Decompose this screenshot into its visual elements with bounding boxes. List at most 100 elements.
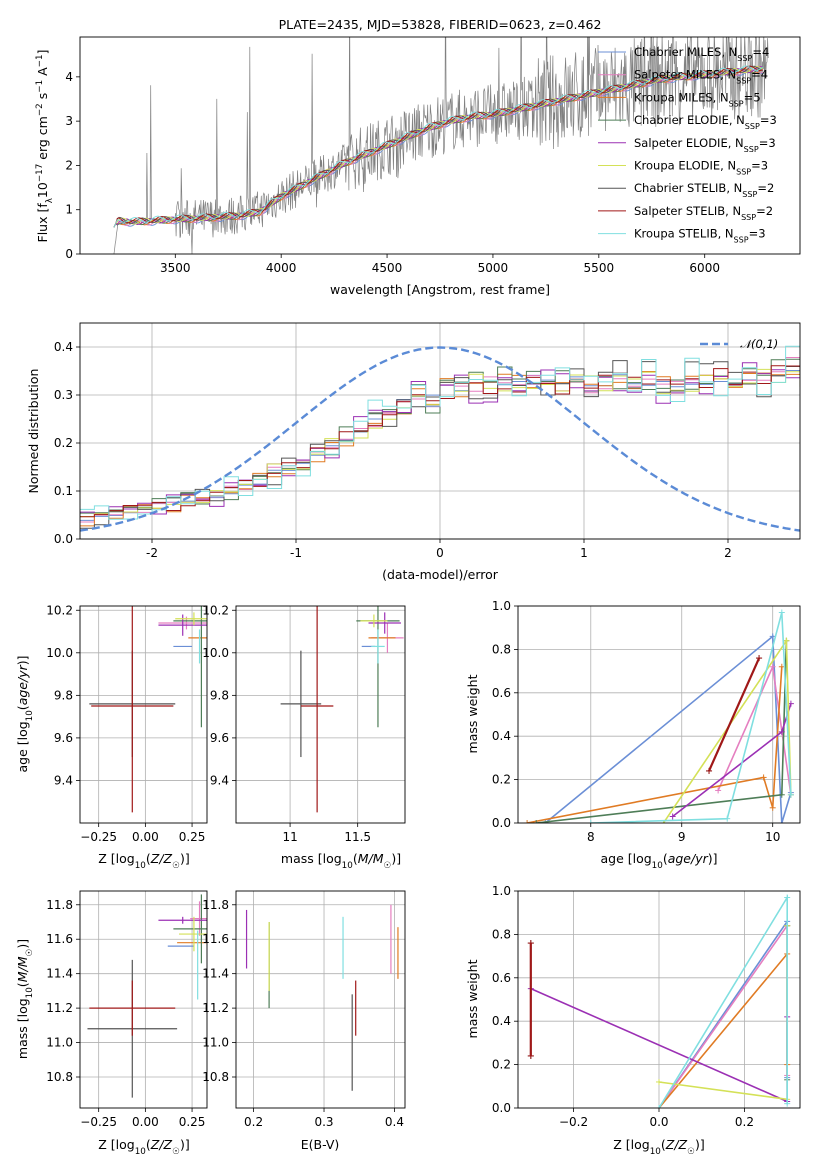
histogram-salp_elodie [80,362,800,515]
x-tick-label: 0.4 [385,1115,404,1129]
x-tick-label: −0.25 [80,830,117,844]
y-tick-label: 0.4 [492,1014,511,1028]
x-tick-label: 9 [678,830,686,844]
model-line-krou_miles [113,68,763,228]
x-tick-label: 4500 [372,261,403,275]
axes-age_vs_Z: −0.25 0.00 0.25 9.4 9.6 9.8 10.0 10.2 [46,603,208,844]
axes-mass_vs_ebv: 0.2 0.3 0.4 10.8 11.0 11.2 11.4 11.6 11.8 [202,890,406,1129]
x-tick-label: -1 [290,546,302,560]
axes-frame [79,322,801,540]
age-vs-mass-xlabel: mass [log10(M/M☉)] [281,851,401,871]
y-tick-label: 4 [65,70,73,84]
y-tick-label: 0.4 [492,729,511,743]
residuals-ylabel: Normed distribution [26,369,41,494]
y-tick-label: 9.6 [210,731,229,745]
legend-label-chab_miles: Chabrier MILES, NSSP=4 [634,45,769,63]
x-tick-label: 11.5 [344,830,371,844]
y-tick-label: 0.1 [54,484,73,498]
x-tick-label: 0.3 [314,1115,333,1129]
x-tick-label: −0.25 [80,1115,117,1129]
y-tick-label: 0.4 [54,340,73,354]
weight-line-chab_elodie [536,640,788,823]
legend-label-chab_stelib: Chabrier STELIB, NSSP=2 [634,181,774,199]
weight-vs-z-xlabel: Z [log10(Z/Z☉)] [613,1137,704,1157]
legend-label-krou_elodie: Kroupa ELODIE, NSSP=3 [634,159,768,177]
weight-vs-age-ylabel: mass weight [465,674,480,753]
histogram-chab_miles [80,370,800,521]
x-tick-label: 0.2 [244,1115,263,1129]
y-tick-label: 1 [65,203,73,217]
plot-area-weight_vs_age [524,609,794,823]
y-tick-label: 11.2 [46,1001,73,1015]
y-tick-label: 10.2 [202,603,229,617]
model-line-krou_stelib [113,65,763,228]
y-tick-label: 0.6 [492,686,511,700]
weight-vs-age-xlabel: age [log10(age/yr)] [600,851,717,871]
gaussian-reference-line [80,346,800,532]
x-tick-label: 8 [587,830,595,844]
y-tick-label: 0.2 [492,1058,511,1072]
histogram-krou_stelib [80,345,800,520]
y-tick-label: 0.2 [54,436,73,450]
legend-label-salp_elodie: Salpeter ELODIE, NSSP=3 [634,136,776,154]
plot-area-weight_vs_Z [527,894,791,1108]
weight-line-krou_stelib [658,894,788,1108]
x-tick-label: 0.25 [179,830,206,844]
axes-frame [79,605,208,824]
y-tick-label: 0.2 [492,773,511,787]
plot-area-mass_vs_ebv [245,904,399,1091]
axes-weight_vs_age: 8 9 10 0.0 0.2 0.4 0.6 0.8 1.0 [492,599,801,844]
observed-spectrum-line [113,37,769,254]
plot-area-residuals [80,345,800,532]
y-tick-label: 10.8 [46,1070,73,1084]
axes-mass_vs_Z: −0.25 0.00 0.25 10.8 11.0 11.2 11.4 11.6 11.8 [46,890,208,1129]
y-tick-label: 10.0 [46,646,73,660]
model-line-chab_stelib [113,65,763,228]
y-tick-label: 0.8 [492,642,511,656]
y-tick-label: 9.6 [54,731,73,745]
legend-label-chab_elodie: Chabrier ELODIE, NSSP=3 [634,113,777,131]
y-tick-label: 10.2 [46,603,73,617]
model-line-salp_stelib [113,65,763,228]
y-tick-label: 0.0 [492,816,511,830]
y-tick-label: 11.0 [202,1036,229,1050]
legend-label-krou_stelib: Kroupa STELIB, NSSP=3 [634,227,766,245]
y-tick-label: 9.4 [54,773,73,787]
x-tick-label: 2 [724,546,732,560]
y-tick-label: 9.8 [54,688,73,702]
x-tick-label: −0.2 [559,1115,588,1129]
x-tick-label: 0.2 [735,1115,754,1129]
weight-vs-z-ylabel: mass weight [465,959,480,1038]
x-tick-label: 0 [436,546,444,560]
mass-vs-ebv-xlabel: E(B-V) [301,1137,340,1152]
y-tick-label: 0.0 [54,532,73,546]
y-tick-label: 0.0 [492,1101,511,1115]
x-tick-label: 4000 [266,261,297,275]
histogram-krou_elodie [80,368,800,517]
x-tick-label: 0.00 [132,830,159,844]
y-tick-label: 2 [65,158,73,172]
spectrum-xlabel: wavelength [Angstrom, rest frame] [330,282,550,297]
residuals-xlabel: (data-model)/error [382,567,499,582]
weight-line-salp_miles [658,923,788,1108]
axes-frame [235,605,406,824]
plot-area-age_vs_Z [89,606,207,813]
x-tick-label: 1 [580,546,588,560]
age-vs-z-ylabel: age [log10(age/yr)] [15,655,35,772]
axes-weight_vs_Z: −0.2 0.0 0.2 0.0 0.2 0.4 0.6 0.8 1.0 [492,884,801,1129]
model-line-chab_elodie [113,66,763,228]
weight-line-krou_stelib [590,612,792,823]
legend-label-krou_miles: Kroupa MILES, NSSP=5 [634,90,761,108]
y-tick-label: 11.4 [46,967,73,981]
y-tick-label: 10.0 [202,646,229,660]
plot-area-mass_vs_Z [87,894,207,1098]
axes-frame [517,890,801,1109]
y-tick-label: 1.0 [492,599,511,613]
y-tick-label: 11.6 [202,932,229,946]
y-tick-label: 9.8 [210,688,229,702]
y-tick-label: 11.4 [202,967,229,981]
y-tick-label: 0.3 [54,388,73,402]
x-tick-label: 10 [765,830,780,844]
y-tick-label: 11.8 [202,898,229,912]
